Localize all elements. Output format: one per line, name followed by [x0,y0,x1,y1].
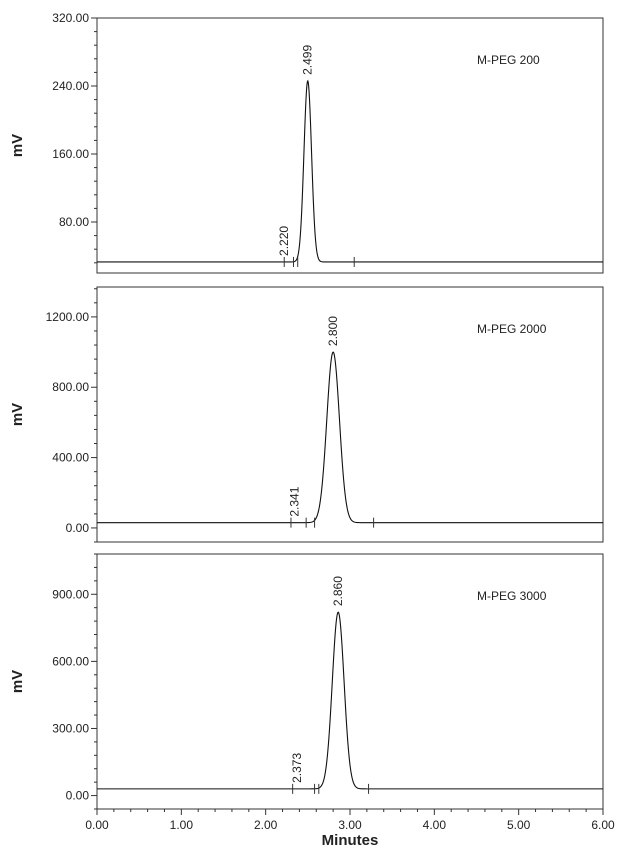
y-tick-label: 80.00 [59,215,89,229]
peak-label: 2.800 [326,316,340,346]
chromatogram-trace [97,351,603,524]
y-tick-label: 160.00 [52,147,89,161]
y-tick-label: 320.00 [52,11,89,25]
sample-label: M-PEG 3000 [477,589,547,603]
chromatogram-trace [97,611,603,790]
x-tick-label: 1.00 [170,818,194,832]
y-tick-label: 600.00 [52,654,89,668]
panel-frame-top [96,17,604,274]
peak-label: 2.341 [287,486,301,516]
x-tick-label: 6.00 [591,818,615,832]
x-tick-label: 2.00 [254,818,278,832]
peak-label: 2.220 [277,226,291,256]
y-tick-label: 800.00 [52,380,89,394]
y-tick-label: 900.00 [52,587,89,601]
panel-frame-middle [96,286,604,543]
sample-label: M-PEG 200 [477,53,540,67]
y-tick-label: 0.00 [66,789,90,803]
y-axis-label: mV [9,403,26,426]
x-axis-label: Minutes [322,832,379,849]
y-tick-label: 400.00 [52,451,89,465]
peak-label: 2.860 [331,576,345,606]
y-tick-label: 240.00 [52,79,89,93]
chromatogram-trace [97,79,603,263]
y-tick-label: 0.00 [66,521,90,535]
x-tick-label: 3.00 [338,818,362,832]
peak-label: 2.373 [290,753,304,783]
x-tick-label: 0.00 [85,818,109,832]
peak-label: 2.499 [301,45,315,75]
sample-label: M-PEG 2000 [477,322,547,336]
y-axis-label: mV [9,670,26,693]
y-tick-label: 1200.00 [46,310,90,324]
y-axis-label: mV [9,134,26,157]
x-tick-label: 4.00 [423,818,447,832]
y-tick-label: 300.00 [52,721,89,735]
x-tick-label: 5.00 [507,818,531,832]
